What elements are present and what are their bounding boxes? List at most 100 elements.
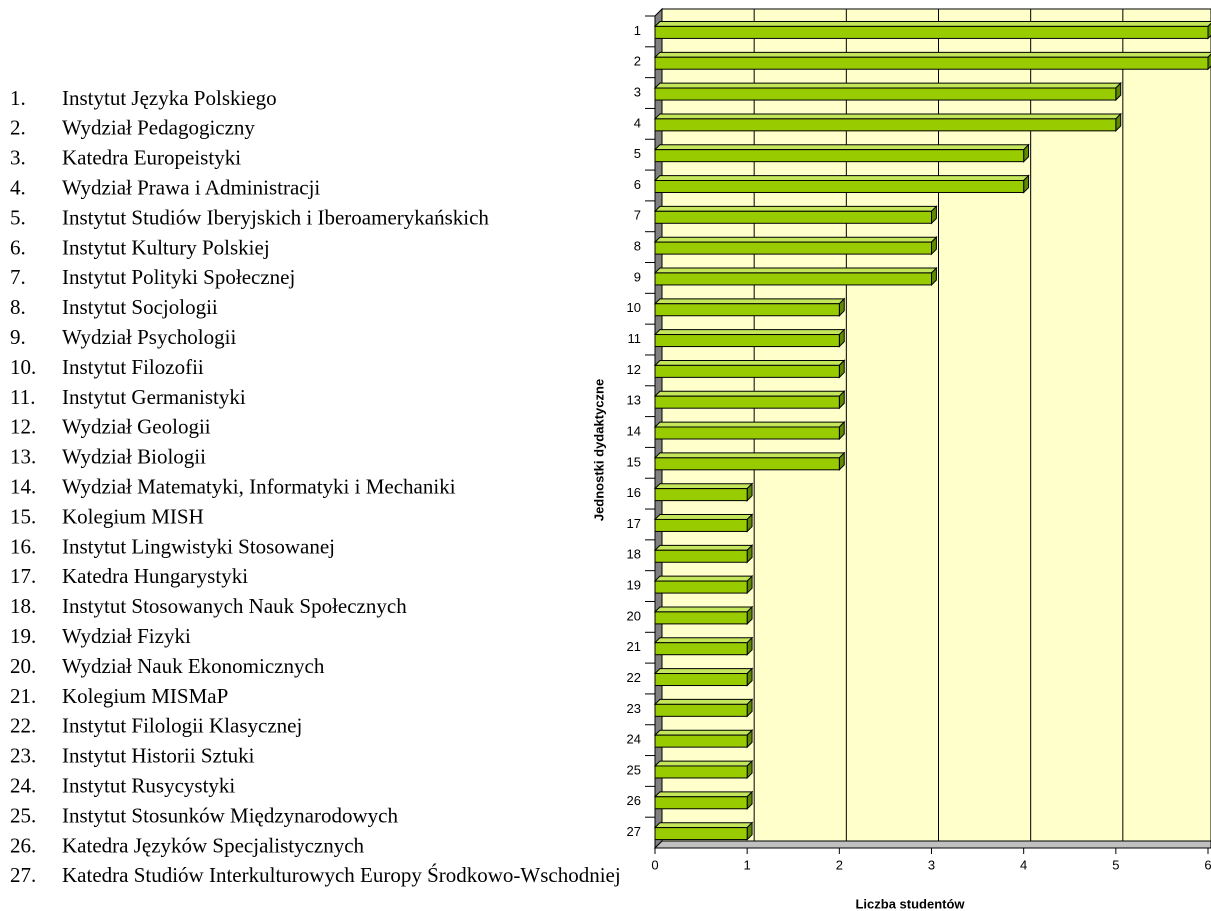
list-name: Instytut Germanistyki [62, 385, 246, 409]
bar-top [653, 822, 754, 829]
bar-top [653, 421, 846, 428]
bar-top [653, 236, 938, 243]
list-name: Kolegium MISH [62, 504, 204, 528]
bar [654, 827, 748, 841]
bar-top [653, 729, 754, 736]
x-tick-label: 3 [928, 857, 935, 872]
y-tick-label: 12 [627, 362, 641, 377]
bar-top [653, 575, 754, 582]
list-name: Instytut Polityki Społecznej [62, 265, 295, 289]
list-number: 13. [10, 445, 36, 469]
bar-top [653, 82, 1122, 89]
y-tick-label: 4 [634, 115, 641, 130]
list-number: 2. [10, 116, 26, 140]
bar-top [653, 113, 1122, 120]
bar-top [653, 390, 846, 397]
bar [654, 149, 1025, 163]
bar-top [653, 144, 1030, 151]
bar-top [653, 606, 754, 613]
bar [654, 734, 748, 748]
bar [654, 518, 748, 532]
y-tick-label: 26 [627, 793, 641, 808]
list-name: Wydział Geologii [62, 415, 211, 439]
x-tick-label: 2 [836, 857, 843, 872]
list-number: 1. [10, 86, 26, 110]
bar [654, 703, 748, 717]
list-number: 16. [10, 534, 36, 558]
bar [654, 87, 1117, 101]
y-tick-label: 19 [627, 578, 641, 593]
y-tick-label: 20 [627, 608, 641, 623]
bar [654, 210, 932, 224]
bar [654, 580, 748, 594]
list-name: Instytut Rusycystyki [62, 774, 235, 798]
bar [654, 334, 840, 348]
y-tick-label: 24 [627, 732, 641, 747]
bar [654, 272, 932, 286]
y-tick-label: 27 [627, 824, 641, 839]
bar-top [653, 668, 754, 675]
list-name: Wydział Matematyki, Informatyki i Mechan… [62, 475, 456, 499]
list-number: 7. [10, 265, 26, 289]
list-name: Wydział Pedagogiczny [62, 116, 255, 140]
list-name: Wydział Prawa i Administracji [62, 176, 320, 200]
list-number: 15. [10, 504, 36, 528]
bar [654, 642, 748, 656]
list-number: 3. [10, 146, 26, 170]
y-tick-label: 8 [634, 239, 641, 254]
x-tick-label: 1 [744, 857, 751, 872]
bar-top [653, 175, 1030, 181]
bar [654, 457, 840, 471]
list-name: Instytut Stosunków Międzynarodowych [62, 803, 398, 827]
list-name: Katedra Hungarystyki [62, 564, 248, 588]
bar [654, 395, 840, 409]
bar-top [653, 21, 1211, 27]
bar-top [653, 329, 846, 336]
y-tick-label: 18 [627, 547, 641, 562]
list-number: 6. [10, 235, 26, 259]
bar-top [653, 637, 754, 644]
list-number: 14. [10, 475, 36, 499]
bar [654, 56, 1209, 70]
y-tick-label: 1 [634, 23, 641, 38]
list-name: Instytut Studiów Iberyjskich i Iberoamer… [62, 205, 489, 229]
list-number: 9. [10, 325, 26, 349]
y-tick-label: 5 [634, 146, 641, 161]
list-name: Katedra Języków Specjalistycznych [62, 833, 365, 857]
y-tick-label: 3 [634, 84, 641, 99]
y-tick-label: 2 [634, 54, 641, 69]
bar [654, 25, 1209, 39]
y-tick-label: 22 [627, 670, 641, 685]
y-tick-label: 13 [627, 393, 641, 408]
bar-top [653, 760, 754, 767]
x-axis-label: Liczba studentów [855, 896, 965, 911]
y-tick-label: 16 [627, 485, 641, 500]
list-number: 11. [10, 385, 35, 409]
list-number: 17. [10, 564, 36, 588]
bar [654, 549, 748, 563]
bar-top [653, 359, 846, 366]
bar-top [653, 452, 846, 459]
list-number: 19. [10, 624, 36, 648]
bar [654, 765, 748, 779]
list-number: 24. [10, 774, 36, 798]
x-tick-label: 6 [1204, 857, 1211, 872]
bar-top [653, 791, 754, 798]
bar-top [653, 205, 938, 212]
list-number: 12. [10, 415, 36, 439]
bar [654, 426, 840, 440]
list-name: Wydział Biologii [62, 445, 206, 469]
list-name: Instytut Kultury Polskiej [62, 235, 270, 259]
bar [654, 364, 840, 378]
bar [654, 488, 748, 502]
y-tick-label: 6 [634, 177, 641, 192]
y-axis-label: Jednostki dydaktyczne [591, 379, 606, 521]
bar [654, 611, 748, 625]
bar [654, 241, 932, 255]
list-number: 8. [10, 295, 26, 319]
y-tick-label: 14 [627, 423, 641, 438]
list-number: 23. [10, 744, 36, 768]
list-name: Instytut Socjologii [62, 295, 218, 319]
bar [654, 118, 1117, 132]
